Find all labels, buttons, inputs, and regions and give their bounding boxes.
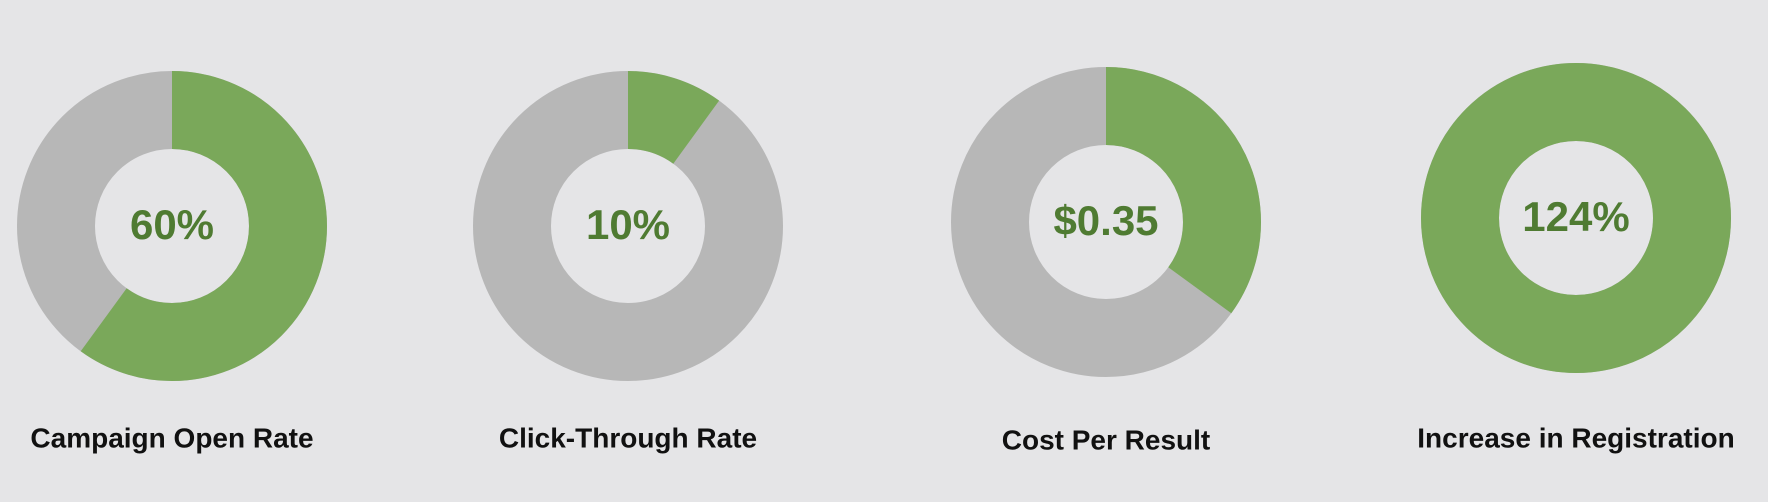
donut-arc [17, 71, 327, 381]
chart-title: Click-Through Rate [499, 422, 757, 453]
chart-title: Cost Per Result [1002, 424, 1211, 455]
center-value: 10% [586, 201, 670, 248]
center-value: 124% [1522, 193, 1629, 240]
chart-title: Increase in Registration [1417, 422, 1734, 453]
donut-arc [473, 71, 783, 381]
center-value: 60% [130, 201, 214, 248]
donut-arc [951, 67, 1261, 377]
donut-arc [1421, 63, 1731, 373]
chart-title: Campaign Open Rate [30, 422, 313, 453]
center-value: $0.35 [1053, 197, 1158, 244]
